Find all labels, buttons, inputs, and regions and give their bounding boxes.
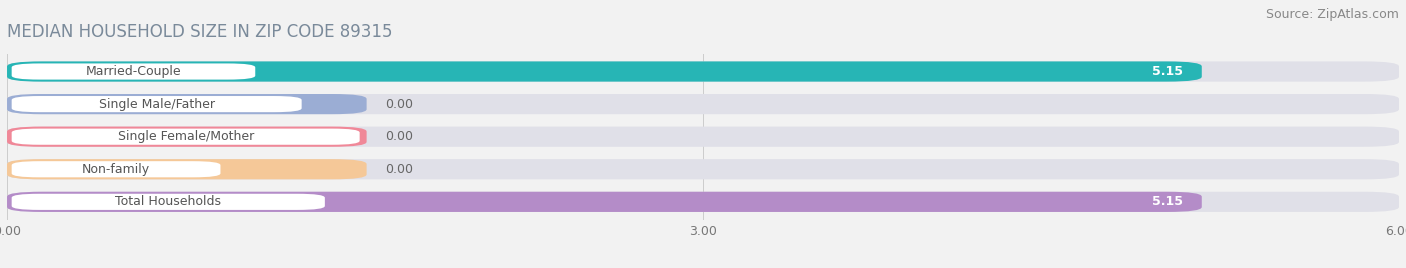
Text: MEDIAN HOUSEHOLD SIZE IN ZIP CODE 89315: MEDIAN HOUSEHOLD SIZE IN ZIP CODE 89315 — [7, 23, 392, 41]
FancyBboxPatch shape — [11, 194, 325, 210]
FancyBboxPatch shape — [11, 129, 360, 145]
Text: Total Households: Total Households — [115, 195, 221, 208]
Text: 0.00: 0.00 — [385, 163, 413, 176]
FancyBboxPatch shape — [7, 192, 1202, 212]
FancyBboxPatch shape — [7, 61, 1202, 82]
Text: 5.15: 5.15 — [1153, 195, 1184, 208]
FancyBboxPatch shape — [7, 61, 1399, 82]
FancyBboxPatch shape — [11, 96, 302, 112]
Text: Single Male/Father: Single Male/Father — [98, 98, 215, 111]
Text: Married-Couple: Married-Couple — [86, 65, 181, 78]
FancyBboxPatch shape — [11, 161, 221, 177]
Text: 0.00: 0.00 — [385, 98, 413, 111]
Text: 0.00: 0.00 — [385, 130, 413, 143]
FancyBboxPatch shape — [7, 159, 1399, 179]
FancyBboxPatch shape — [7, 94, 367, 114]
Text: 5.15: 5.15 — [1153, 65, 1184, 78]
FancyBboxPatch shape — [7, 192, 1399, 212]
Text: Non-family: Non-family — [82, 163, 150, 176]
FancyBboxPatch shape — [7, 159, 367, 179]
Text: Source: ZipAtlas.com: Source: ZipAtlas.com — [1265, 8, 1399, 21]
FancyBboxPatch shape — [7, 126, 367, 147]
Text: Single Female/Mother: Single Female/Mother — [118, 130, 254, 143]
FancyBboxPatch shape — [7, 126, 1399, 147]
FancyBboxPatch shape — [11, 64, 256, 80]
FancyBboxPatch shape — [7, 94, 1399, 114]
